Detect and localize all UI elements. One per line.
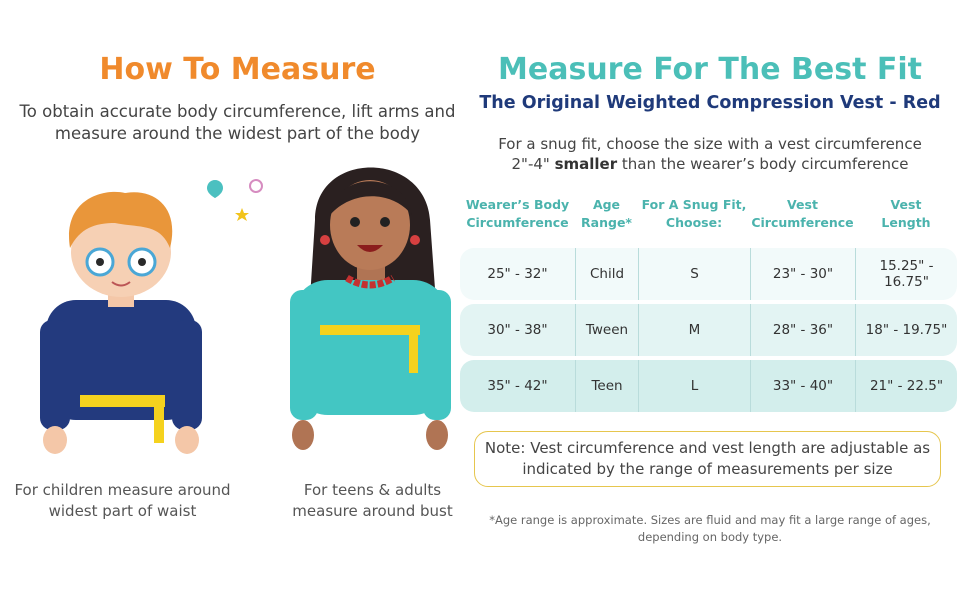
table-cell: 15.25" - 16.75" bbox=[855, 248, 957, 300]
adult-illustration bbox=[290, 167, 451, 450]
product-name: The Original Weighted Compression Vest -… bbox=[479, 93, 941, 113]
table-cell: 33" - 40" bbox=[750, 360, 855, 412]
table-cell: M bbox=[638, 304, 750, 356]
table-cell: Teen bbox=[575, 360, 638, 412]
fit-line: 2"-4" smaller than the wearer’s body cir… bbox=[460, 154, 960, 174]
column-header: Vest Circumference bbox=[750, 196, 855, 244]
column-header: Wearer’s Body Circumference bbox=[460, 196, 575, 244]
table-row: 35" - 42" Teen L 33" - 40" 21" - 22.5" bbox=[460, 360, 957, 412]
table-row: 30" - 38" Tween M 28" - 36" 18" - 19.75" bbox=[460, 304, 957, 356]
age-footnote: *Age range is approximate. Sizes are flu… bbox=[470, 512, 950, 546]
table-cell: S bbox=[638, 248, 750, 300]
child-illustration bbox=[40, 179, 263, 454]
fit-instructions: For a snug fit, choose the size with a v… bbox=[460, 134, 960, 174]
caption-line: widest part of waist bbox=[48, 502, 197, 520]
footnote-line: depending on body type. bbox=[637, 530, 783, 544]
column-header: Vest Length bbox=[855, 196, 957, 244]
column-header-line: Wearer’s Body bbox=[465, 197, 570, 212]
table-cell: Tween bbox=[575, 304, 638, 356]
caption-line: For teens & adults bbox=[303, 481, 442, 499]
table-header-row: Wearer’s Body Circumference Age Range* For A… bbox=[460, 196, 957, 244]
table-cell: 21" - 22.5" bbox=[855, 360, 957, 412]
caption-line: measure around bust bbox=[292, 502, 453, 520]
table-cell: 28" - 36" bbox=[750, 304, 855, 356]
table-row: 25" - 32" Child S 23" - 30" 15.25" - 16.75" bbox=[460, 248, 957, 300]
table-cell: 18" - 19.75" bbox=[855, 304, 957, 356]
heart-icon bbox=[207, 180, 223, 198]
table-cell: 23" - 30" bbox=[750, 248, 855, 300]
column-header: Age Range* bbox=[575, 196, 638, 244]
child-caption: For children measure around widest part … bbox=[0, 480, 245, 522]
column-header-line: Age bbox=[592, 197, 621, 212]
column-header-line: Range* bbox=[581, 215, 632, 230]
column-header-line: Circumference bbox=[466, 215, 569, 230]
note-line: Note: Vest circumference and vest length… bbox=[484, 439, 931, 457]
caption-line: For children measure around bbox=[14, 481, 231, 499]
fit-text: than the wearer’s body circumference bbox=[617, 155, 909, 173]
flower-icon bbox=[249, 179, 263, 193]
adjustable-note: Note: Vest circumference and vest length… bbox=[474, 431, 941, 487]
fit-emphasis: smaller bbox=[554, 155, 618, 173]
table-cell: 30" - 38" bbox=[460, 304, 575, 356]
star-icon bbox=[235, 208, 249, 221]
column-header-line: Vest bbox=[890, 197, 922, 212]
note-line: indicated by the range of measurements p… bbox=[522, 460, 893, 478]
best-fit-title: Measure For The Best Fit bbox=[498, 52, 922, 87]
table-cell: 25" - 32" bbox=[460, 248, 575, 300]
size-chart-table: Wearer’s Body Circumference Age Range* For A… bbox=[460, 192, 957, 416]
table-cell: L bbox=[638, 360, 750, 412]
instruction-line: measure around the widest part of the bo… bbox=[54, 124, 421, 143]
column-header: For A Snug Fit, Choose: bbox=[638, 196, 750, 244]
adult-caption: For teens & adults measure around bust bbox=[280, 480, 465, 522]
column-header-line: Circumference bbox=[751, 215, 854, 230]
column-header-line: For A Snug Fit, bbox=[641, 197, 747, 212]
column-header-line: Length bbox=[881, 215, 931, 230]
fit-line: For a snug fit, choose the size with a v… bbox=[498, 135, 922, 153]
how-to-measure-title: How To Measure bbox=[99, 52, 376, 87]
fit-text: 2"-4" bbox=[511, 155, 555, 173]
table-cell: Child bbox=[575, 248, 638, 300]
table-cell: 35" - 42" bbox=[460, 360, 575, 412]
instruction-line: To obtain accurate body circumference, l… bbox=[19, 102, 456, 121]
measure-instructions: To obtain accurate body circumference, l… bbox=[0, 101, 475, 145]
column-header-line: Choose: bbox=[665, 215, 723, 230]
column-header-line: Vest bbox=[787, 197, 818, 212]
footnote-line: *Age range is approximate. Sizes are flu… bbox=[489, 513, 931, 527]
